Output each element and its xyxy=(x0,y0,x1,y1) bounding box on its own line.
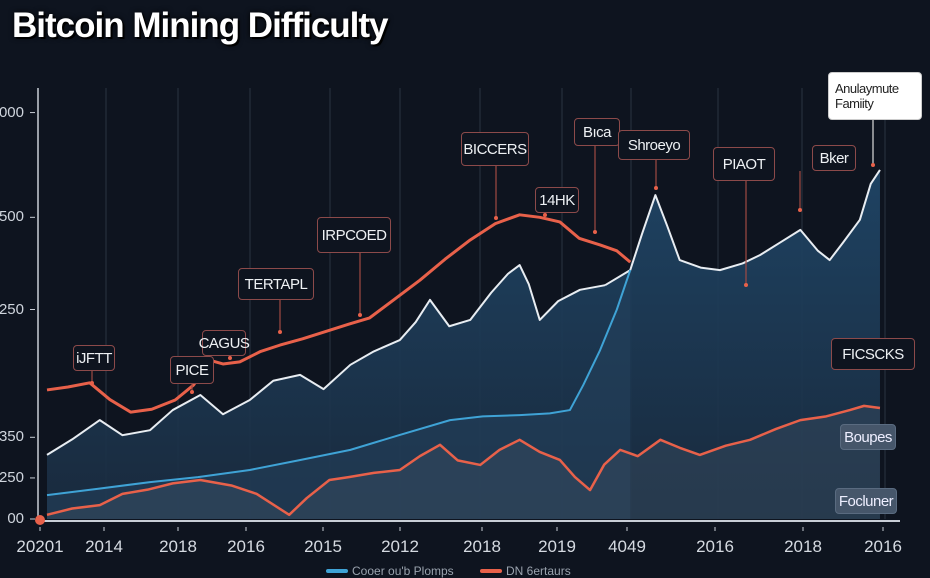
annotation-label: BICCERS xyxy=(461,132,529,166)
annotation-label: Focluner xyxy=(835,488,897,514)
annotation-label: CAGUS xyxy=(199,330,250,356)
y-tick-label: 00 xyxy=(7,510,24,527)
y-tick-label: 350 xyxy=(0,428,24,446)
annotation-label: iJFTT xyxy=(73,345,115,371)
legend-item-red: DN 6ertaurs xyxy=(480,564,571,578)
annotation-point xyxy=(744,283,748,287)
annotation-label: PICE xyxy=(170,356,214,384)
x-tick-label: 2015 xyxy=(304,537,342,556)
annotation-point xyxy=(798,208,802,212)
annotation-label: Bıca xyxy=(574,118,620,146)
y-tick-label: 000 xyxy=(0,103,24,121)
y-tick-label: 500 xyxy=(0,208,24,226)
series-line-area-top xyxy=(604,169,881,287)
x-tick-label: 2016 xyxy=(696,537,734,556)
x-tick-label: 2014 xyxy=(85,537,123,556)
x-tick-label: 2019 xyxy=(538,537,576,556)
legend-item-blue: Cooer ou'b Plomps xyxy=(326,564,454,578)
legend-swatch-blue xyxy=(326,569,348,573)
annotation-label: FICSCKS xyxy=(831,338,915,370)
annotation-point xyxy=(593,230,597,234)
annotation-point xyxy=(190,390,194,394)
x-tick-label: 2016 xyxy=(227,537,265,556)
annotation-label: Boupes xyxy=(840,424,896,450)
chart-title: Bitcoin Mining Difficulty xyxy=(12,6,389,45)
annotation-point xyxy=(871,163,875,167)
series-line-white xyxy=(46,264,606,456)
legend-swatch-red xyxy=(480,569,502,573)
x-tick-label: 2012 xyxy=(381,537,419,556)
annotation-point xyxy=(494,216,498,220)
annotation-point xyxy=(358,313,362,317)
annotation-label: PIAOT xyxy=(713,147,775,181)
annotation-label: Anulaymute Famiity xyxy=(828,72,922,120)
annotation-point xyxy=(278,330,282,334)
series-line-lower-red xyxy=(46,404,881,517)
x-tick-label: 2018 xyxy=(463,537,501,556)
legend-label: DN 6ertaurs xyxy=(506,564,571,578)
difficulty-area xyxy=(47,169,880,519)
x-tick-label: 20201 xyxy=(16,537,64,556)
series-line-blue xyxy=(46,269,632,497)
origin-marker xyxy=(35,515,45,525)
annotation-point xyxy=(654,186,658,190)
annotation-label: 14HK xyxy=(535,187,579,213)
annotation-label: IRPCOED xyxy=(317,217,391,253)
y-tick-label: 250 xyxy=(0,468,24,486)
series-line-upper-red xyxy=(46,213,632,414)
annotation-point xyxy=(543,213,547,217)
y-tick-label: 250 xyxy=(0,300,24,318)
annotation-label: Shroeyo xyxy=(618,130,690,160)
legend-label: Cooer ou'b Plomps xyxy=(352,564,454,578)
blue-area xyxy=(47,270,631,519)
annotation-point xyxy=(90,381,94,385)
x-tick-label: 2016 xyxy=(864,537,902,556)
annotation-point xyxy=(228,356,232,360)
x-tick-label: 4049 xyxy=(608,537,646,556)
annotation-label: Bker xyxy=(812,145,856,171)
annotation-label: TERTAPL xyxy=(238,268,314,300)
x-tick-label: 2018 xyxy=(784,537,822,556)
x-tick-label: 2018 xyxy=(159,537,197,556)
